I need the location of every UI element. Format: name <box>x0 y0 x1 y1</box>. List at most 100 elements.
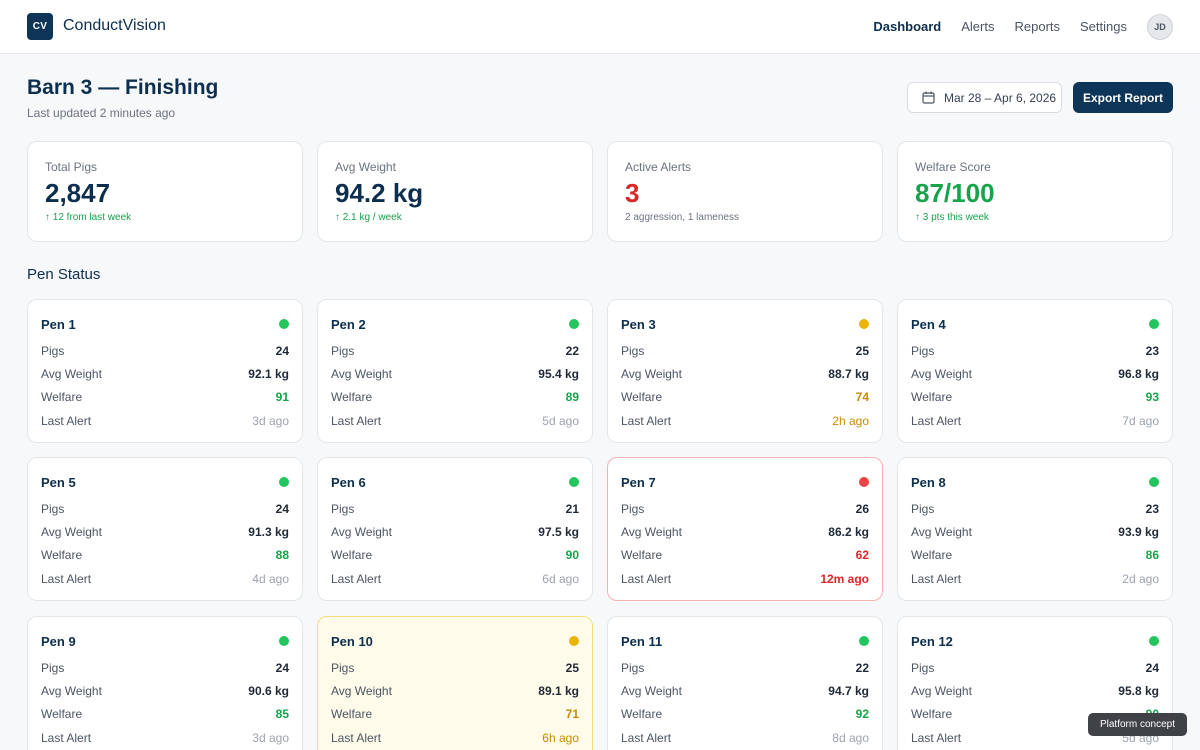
last-alert-label: Last Alert <box>41 413 92 428</box>
brand-name[interactable]: ConductVision <box>63 17 166 34</box>
stat-label: Welfare Score <box>915 160 991 174</box>
status-dot-icon <box>279 636 289 646</box>
pen-name: Pen 6 <box>331 474 366 490</box>
welfare-label: Welfare <box>911 707 953 722</box>
avg-weight-label: Avg Weight <box>41 525 102 540</box>
export-report-button[interactable]: Export Report <box>1073 82 1173 113</box>
pen-card-1[interactable]: Pen 1 Pigs 24 Avg Weight 92.1 kg Welfare 91 Las… <box>27 299 303 443</box>
pen-card-3[interactable]: Pen 3 Pigs 25 Avg Weight 88.7 kg Welfare 74 Las… <box>607 299 883 443</box>
pen-card-8[interactable]: Pen 8 Pigs 23 Avg Weight 93.9 kg Welfare 86 Las… <box>897 457 1173 601</box>
pen-name: Pen 5 <box>41 474 76 490</box>
pigs-value: 22 <box>855 660 869 675</box>
last-alert-label: Last Alert <box>911 413 962 428</box>
welfare-label: Welfare <box>41 707 83 722</box>
avg-weight-value: 86.2 kg <box>828 525 869 540</box>
date-range-picker[interactable]: Mar 28 – Apr 6, 2026 <box>907 82 1062 113</box>
pen-card-5[interactable]: Pen 5 Pigs 24 Avg Weight 91.3 kg Welfare 88 Las… <box>27 457 303 601</box>
last-alert-value: 2d ago <box>1122 571 1159 586</box>
page-title: Barn 3 — Finishing <box>27 76 219 99</box>
last-alert-label: Last Alert <box>621 730 672 745</box>
pigs-label: Pigs <box>621 660 645 675</box>
nav-reports[interactable]: Reports <box>1014 19 1061 34</box>
stat-value: 94.2 kg <box>335 178 424 208</box>
pen-card-11[interactable]: Pen 11 Pigs 22 Avg Weight 94.7 kg Welfare 92 La… <box>607 616 883 750</box>
pigs-label: Pigs <box>41 660 65 675</box>
welfare-label: Welfare <box>911 390 953 405</box>
pigs-label: Pigs <box>41 501 65 516</box>
welfare-value: 86 <box>1145 548 1159 563</box>
pen-name: Pen 7 <box>621 474 656 490</box>
last-alert-label: Last Alert <box>911 571 962 586</box>
pigs-label: Pigs <box>331 343 355 358</box>
main-nav: Dashboard Alerts Reports Settings <box>873 19 1127 34</box>
welfare-value: 74 <box>855 390 869 405</box>
date-range-label: Mar 28 – Apr 6, 2026 <box>944 90 1057 105</box>
pen-card-6[interactable]: Pen 6 Pigs 21 Avg Weight 97.5 kg Welfare 90 Las… <box>317 457 593 601</box>
stat-subtext: ↑ 12 from last week <box>45 212 132 223</box>
status-dot-icon <box>859 636 869 646</box>
stat-value: 87/100 <box>915 178 995 208</box>
pigs-label: Pigs <box>331 660 355 675</box>
user-avatar[interactable]: JD <box>1147 14 1173 40</box>
logo-badge: CV <box>27 13 53 40</box>
pen-name: Pen 1 <box>41 316 76 332</box>
stat-card-welfare-score: Welfare Score 87/100 ↑ 3 pts this week <box>897 141 1173 242</box>
welfare-label: Welfare <box>621 390 663 405</box>
stat-label: Active Alerts <box>625 160 692 174</box>
pen-name: Pen 12 <box>911 633 953 649</box>
avg-weight-value: 92.1 kg <box>248 367 289 382</box>
welfare-label: Welfare <box>331 707 373 722</box>
pen-card-7[interactable]: Pen 7 Pigs 26 Avg Weight 86.2 kg Welfare 62 Las… <box>607 457 883 601</box>
pigs-value: 25 <box>565 660 579 675</box>
avg-weight-value: 93.9 kg <box>1118 525 1159 540</box>
welfare-label: Welfare <box>41 390 83 405</box>
pen-name: Pen 2 <box>331 316 366 332</box>
last-alert-label: Last Alert <box>621 571 672 586</box>
welfare-label: Welfare <box>621 707 663 722</box>
last-alert-value: 6d ago <box>542 571 579 586</box>
stat-subtext: ↑ 2.1 kg / week <box>335 212 402 223</box>
last-alert-value: 2h ago <box>832 413 869 428</box>
last-alert-label: Last Alert <box>911 730 962 745</box>
status-dot-icon <box>569 477 579 487</box>
avg-weight-label: Avg Weight <box>331 525 392 540</box>
pen-card-9[interactable]: Pen 9 Pigs 24 Avg Weight 90.6 kg Welfare 85 Las… <box>27 616 303 750</box>
avg-weight-value: 96.8 kg <box>1118 367 1159 382</box>
pen-name: Pen 11 <box>621 633 663 649</box>
last-alert-value: 3d ago <box>252 730 289 745</box>
avg-weight-label: Avg Weight <box>911 525 972 540</box>
last-alert-label: Last Alert <box>41 730 92 745</box>
pen-name: Pen 9 <box>41 633 76 649</box>
welfare-label: Welfare <box>41 548 83 563</box>
avg-weight-value: 95.4 kg <box>538 367 579 382</box>
nav-settings[interactable]: Settings <box>1080 19 1127 34</box>
pen-card-10[interactable]: Pen 10 Pigs 25 Avg Weight 89.1 kg Welfare 71 La… <box>317 616 593 750</box>
calendar-icon <box>922 91 935 104</box>
nav-alerts[interactable]: Alerts <box>961 19 995 34</box>
status-dot-icon <box>1149 477 1159 487</box>
pigs-value: 26 <box>855 501 869 516</box>
stat-card-total-pigs: Total Pigs 2,847 ↑ 12 from last week <box>27 141 303 242</box>
avg-weight-label: Avg Weight <box>911 684 972 699</box>
status-dot-icon <box>1149 319 1159 329</box>
avg-weight-value: 97.5 kg <box>538 525 579 540</box>
welfare-label: Welfare <box>331 390 373 405</box>
welfare-value: 85 <box>275 707 289 722</box>
avg-weight-value: 94.7 kg <box>828 684 869 699</box>
nav-dashboard[interactable]: Dashboard <box>873 19 942 34</box>
section-title-pen-status: Pen Status <box>27 266 101 283</box>
last-alert-value: 5d ago <box>542 413 579 428</box>
avg-weight-value: 90.6 kg <box>248 684 289 699</box>
welfare-label: Welfare <box>621 548 663 563</box>
pigs-value: 24 <box>1145 660 1159 675</box>
pen-name: Pen 10 <box>331 633 373 649</box>
pen-card-4[interactable]: Pen 4 Pigs 23 Avg Weight 96.8 kg Welfare 93 Las… <box>897 299 1173 443</box>
last-alert-label: Last Alert <box>621 413 672 428</box>
welfare-label: Welfare <box>911 548 953 563</box>
welfare-label: Welfare <box>331 548 373 563</box>
avg-weight-label: Avg Weight <box>331 684 392 699</box>
pen-card-2[interactable]: Pen 2 Pigs 22 Avg Weight 95.4 kg Welfare 89 Las… <box>317 299 593 443</box>
status-dot-icon <box>569 636 579 646</box>
status-dot-icon <box>279 477 289 487</box>
